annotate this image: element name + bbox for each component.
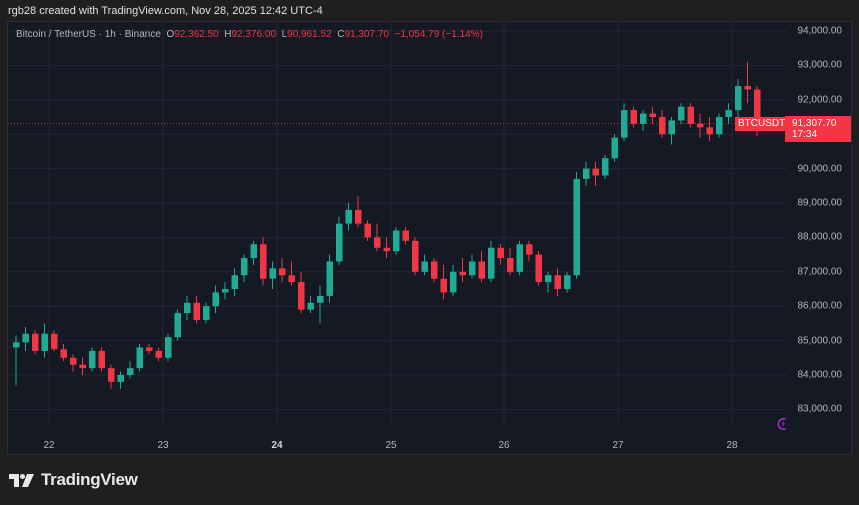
close-value: 91,307.70 xyxy=(344,29,389,40)
time-tick-label: 23 xyxy=(157,440,169,451)
ohlc-legend: Bitcoin / TetherUS · 1h · Binance O92,36… xyxy=(16,29,483,40)
price-tick-label: 86,000.00 xyxy=(797,300,843,312)
symbol-tag: BTCUSDT xyxy=(735,116,789,131)
close-label: C xyxy=(337,29,345,40)
low-label: L xyxy=(281,29,288,40)
attribution-text: rgb28 created with TradingView.com, Nov … xyxy=(8,5,323,17)
price-tick-label: 94,000.00 xyxy=(797,25,843,37)
brand-name: TradingView xyxy=(41,470,138,489)
price-tick-label: 85,000.00 xyxy=(797,335,843,347)
price-tick-label: 92,000.00 xyxy=(797,94,843,106)
lightning-event-icon[interactable] xyxy=(776,417,790,431)
price-tick-label: 88,000.00 xyxy=(797,231,843,243)
open-label: O xyxy=(166,29,175,40)
symbol-title: Bitcoin / TetherUS · 1h · Binance xyxy=(16,29,161,40)
low-value: 90,961.52 xyxy=(287,29,332,40)
price-tick-label: 93,000.00 xyxy=(797,59,843,71)
price-scale[interactable]: 83,000.00 84,000.00 85,000.00 86,000.00 87,0… xyxy=(785,22,851,454)
high-value: 92,376.00 xyxy=(231,29,277,40)
time-tick-label: 22 xyxy=(43,440,55,451)
time-tick-label: 26 xyxy=(498,440,510,451)
price-tick-label: 90,000.00 xyxy=(797,163,843,175)
tradingview-logo-icon xyxy=(9,473,34,487)
change-value: −1,054.79 (−1.14%) xyxy=(394,29,483,40)
price-tick-label: 83,000.00 xyxy=(797,403,843,415)
time-tick-label: 27 xyxy=(612,440,624,451)
price-tick-label: 84,000.00 xyxy=(797,369,843,381)
last-price-value: 91,307.70 xyxy=(792,117,837,129)
time-tick-label: 25 xyxy=(385,440,397,451)
open-value: 92,362.50 xyxy=(174,29,219,40)
last-price-label: 91,307.70 17:34 xyxy=(785,115,851,142)
bar-countdown: 17:34 xyxy=(792,128,818,140)
time-tick-label: 28 xyxy=(726,440,738,451)
high-label: H xyxy=(224,29,232,40)
price-tick-label: 89,000.00 xyxy=(797,197,843,209)
chart-panel[interactable]: Bitcoin / TetherUS · 1h · Binance O92,36… xyxy=(7,21,852,455)
tradingview-brand[interactable]: TradingView xyxy=(9,470,138,490)
candlestick-plot[interactable] xyxy=(8,22,852,455)
price-tick-label: 87,000.00 xyxy=(797,266,843,278)
time-tick-label: 24 xyxy=(271,440,283,451)
